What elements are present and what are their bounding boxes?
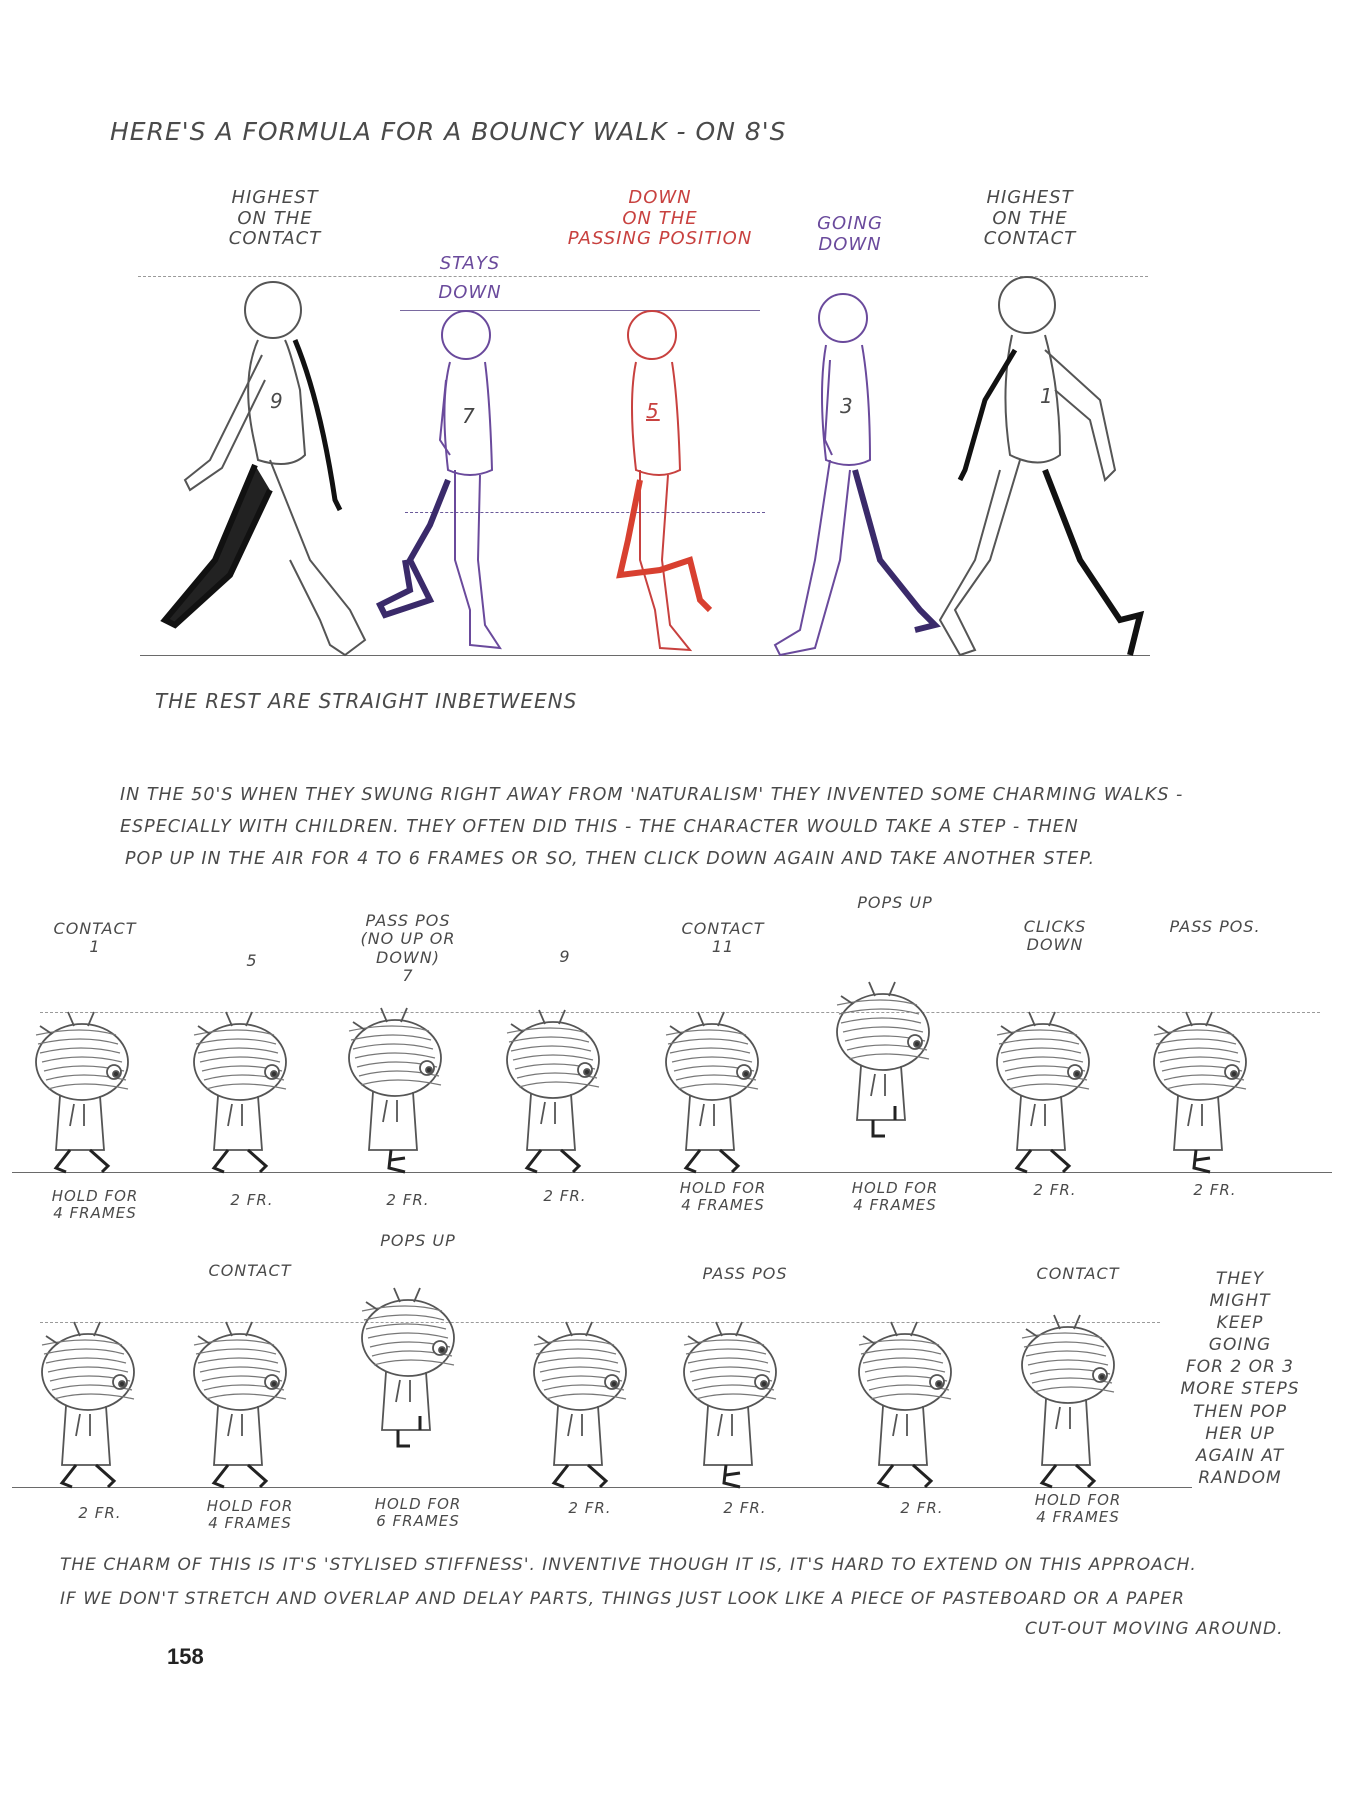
walk-label-going-down: GOING DOWN: [817, 213, 883, 255]
row2-top-label-5: PASS POS: [702, 1264, 788, 1283]
row1-bottom-label-2: 2 FR.: [230, 1191, 274, 1209]
walk-figure-9: [160, 281, 367, 657]
row2-child-figure-1: [41, 1321, 135, 1489]
frame-number-3: 3: [840, 394, 854, 418]
row1-child-figure-4: [506, 1009, 600, 1174]
row2-child-figure-4: [533, 1321, 627, 1489]
row1-bottom-label-5: HOLD FOR 4 FRAMES: [679, 1179, 767, 1215]
row1-bottom-label-6: HOLD FOR 4 FRAMES: [851, 1179, 939, 1215]
row2-child-figure-7: [1021, 1314, 1115, 1489]
row2-child-figure-6: [858, 1321, 952, 1489]
row2-child-figure-5: [683, 1321, 777, 1489]
row1-top-label-8: PASS POS.: [1169, 917, 1261, 936]
row1-child-figure-7: [996, 1011, 1090, 1174]
page-title: HERE'S A FORMULA FOR A BOUNCY WALK - ON …: [110, 117, 787, 146]
walk-label-down-passing: DOWN ON THE PASSING POSITION: [567, 187, 753, 250]
walk-figure-1: [938, 276, 1145, 657]
row1-child-figure-5: [665, 1011, 759, 1174]
row2-bottom-label-5: 2 FR.: [723, 1499, 767, 1517]
row2-bottom-label-7: HOLD FOR 4 FRAMES: [1034, 1491, 1122, 1527]
frame-number-5: 5: [646, 399, 660, 423]
row2-side-note: THEY MIGHT KEEP GOING FOR 2 OR 3 MORE ST…: [1180, 1269, 1300, 1488]
intro-line-2: ESPECIALLY WITH CHILDREN. THEY OFTEN DID…: [120, 817, 1079, 837]
row2-bottom-label-4: 2 FR.: [568, 1499, 612, 1517]
walk-label-highest-contact-right: HIGHEST ON THE CONTACT: [983, 187, 1077, 250]
walk-figure-3: [773, 293, 941, 657]
walk-label-highest-contact-left: HIGHEST ON THE CONTACT: [228, 187, 322, 250]
row2-head-line: [40, 1322, 1160, 1323]
page-number: 158: [167, 1644, 204, 1669]
closing-line-1: THE CHARM OF THIS IS IT'S 'STYLISED STIF…: [60, 1555, 1197, 1575]
bouncy-walk-figures: [160, 276, 1145, 657]
frame-number-1: 1: [1040, 384, 1054, 408]
row1-child-figure-6: [836, 981, 930, 1138]
row1-bottom-label-3: 2 FR.: [386, 1191, 430, 1209]
row1-top-label-1: CONTACT 1: [53, 919, 137, 957]
row2-bottom-label-3: HOLD FOR 6 FRAMES: [374, 1495, 462, 1531]
row2-child-figure-3: [361, 1287, 455, 1448]
row2-child-figure-2: [193, 1321, 287, 1489]
row2-bottom-label-6: 2 FR.: [900, 1499, 944, 1517]
row1-child-figure-8: [1153, 1011, 1247, 1174]
ground-line-top: [140, 655, 1150, 656]
guide-line-stays-down: [400, 310, 760, 311]
row1-top-label-7: CLICKS DOWN: [1023, 917, 1087, 955]
guide-line-hips: [405, 512, 765, 513]
row1-child-figure-1: [35, 1011, 129, 1174]
row2-ground-line: [12, 1487, 1192, 1488]
frame-number-7: 7: [462, 404, 476, 428]
row1-child-figure-3: [348, 1007, 442, 1174]
row1-child-figure-2: [193, 1011, 287, 1174]
row1-top-label-2: 5: [246, 951, 258, 970]
closing-line-2: IF WE DON'T STRETCH AND OVERLAP AND DELA…: [60, 1589, 1185, 1609]
row2-top-label-3: POPS UP: [380, 1231, 456, 1250]
top-walk-caption: THE REST ARE STRAIGHT INBETWEENS: [155, 689, 578, 713]
row1-bottom-label-1: HOLD FOR 4 FRAMES: [51, 1187, 139, 1223]
row1-top-label-5: CONTACT 11: [681, 919, 765, 957]
row1-top-label-3: PASS POS (NO UP OR DOWN) 7: [360, 911, 456, 986]
row1-top-label-4: 9: [559, 947, 571, 966]
row2-bottom-label-2: HOLD FOR 4 FRAMES: [206, 1497, 294, 1533]
walk-figure-7: [375, 310, 502, 650]
row1-head-line: [40, 1012, 1320, 1013]
frame-number-9: 9: [270, 389, 284, 413]
row1-ground-line: [12, 1172, 1332, 1173]
intro-line-3: POP UP IN The AIR FOR 4 TO 6 FRAMES OR S…: [125, 849, 1096, 869]
child-walk-figures: [35, 981, 1247, 1489]
row2-top-label-2: CONTACT: [208, 1261, 292, 1280]
row2-top-label-7: CONTACT: [1036, 1264, 1120, 1283]
row2-bottom-label-1: 2 FR.: [78, 1504, 122, 1522]
intro-line-1: IN the 50's WHEN THEY SWUNG RIGHT AWAY F…: [120, 785, 1184, 805]
row1-top-label-6: POPS UP: [857, 893, 933, 912]
row1-bottom-label-4: 2 FR.: [543, 1187, 587, 1205]
walk-figure-5: [616, 310, 713, 652]
row1-bottom-label-7: 2 FR.: [1033, 1181, 1077, 1199]
row1-bottom-label-8: 2 FR.: [1193, 1181, 1237, 1199]
closing-line-3: CUT-OUT MOVING AROUND.: [1025, 1619, 1284, 1639]
walk-label-stays-down: STAYS DOWN: [438, 253, 502, 303]
guide-line-highest: [138, 276, 1148, 277]
